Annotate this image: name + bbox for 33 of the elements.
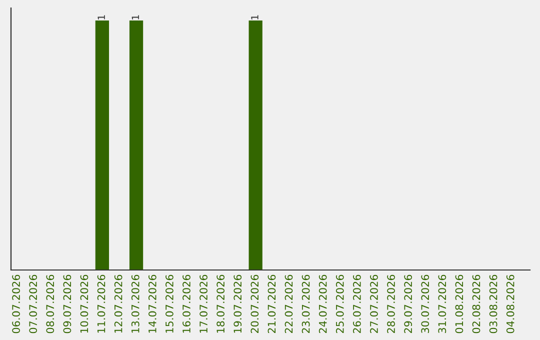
x-tick-label: 31.07.2026 [438, 274, 446, 334]
x-tick-label: 26.07.2026 [352, 274, 361, 334]
x-tick-label: 27.07.2026 [370, 274, 378, 334]
x-tick-label: 14.07.2026 [148, 274, 156, 333]
x-tick-label: 19.07.2026 [234, 274, 242, 333]
data-label: 1 [132, 15, 139, 20]
x-tick-label: 29.07.2026 [404, 274, 412, 334]
x-tick-label: 23.07.2026 [302, 274, 310, 334]
x-tick-label: 25.07.2026 [336, 274, 344, 334]
x-tick-label: 07.07.2026 [29, 274, 38, 334]
x-tick-label: 28.07.2026 [387, 274, 395, 334]
x-tick-label: 12.07.2026 [114, 274, 122, 333]
x-tick-label: 03.08.2026 [489, 274, 498, 334]
x-tick-label: 06.07.2026 [12, 274, 20, 334]
x-tick-label: 08.07.2026 [46, 274, 54, 334]
x-tick-label: 01.08.2026 [455, 274, 464, 334]
x-tick-label: 18.07.2026 [216, 274, 225, 333]
data-label: 1 [251, 15, 258, 20]
x-tick-label: 11.07.2026 [97, 274, 106, 333]
x-tick-label: 21.07.2026 [268, 274, 276, 334]
x-tick-label: 20.07.2026 [250, 274, 259, 334]
x-tick-label: 09.07.2026 [63, 274, 72, 334]
x-tick-label: 30.07.2026 [421, 274, 430, 334]
x-tick-label: 13.07.2026 [131, 274, 140, 333]
x-tick-label: 04.08.2026 [506, 274, 514, 334]
x-tick-label: 15.07.2026 [166, 274, 174, 333]
x-tick-label: 17.07.2026 [200, 274, 208, 333]
x-tick-label: 16.07.2026 [182, 274, 190, 333]
x-tick-label: 02.08.2026 [472, 274, 480, 334]
x-tick-label: 22.07.2026 [284, 274, 293, 334]
x-tick-label: 24.07.2026 [318, 274, 327, 334]
x-tick-label: 10.07.2026 [80, 274, 88, 333]
data-label: 1 [98, 15, 105, 20]
